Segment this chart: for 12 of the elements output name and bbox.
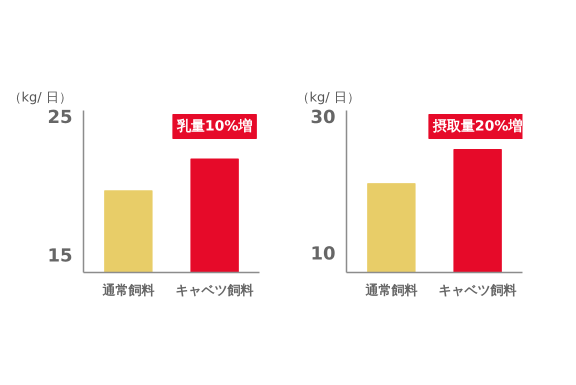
annotation: 摂取量20%増 [432,118,522,134]
y-tick-label: 25 [47,107,73,128]
y-tick-label: 10 [310,244,336,265]
y-tick-label: 15 [47,246,73,266]
y-axis-title: （kg/ 日） [296,90,360,106]
y-axis-title: （kg/ 日） [8,90,72,106]
x-tick-label: 通常飼料 [364,282,418,298]
annotation: 乳量10%増 [176,118,252,134]
x-tick-label: キャベツ飼料 [438,284,517,298]
x-tick-label: キャベツ飼料 [176,284,254,298]
x-tick-label: 通常飼料 [101,282,154,298]
y-tick-label: 30 [310,106,336,128]
